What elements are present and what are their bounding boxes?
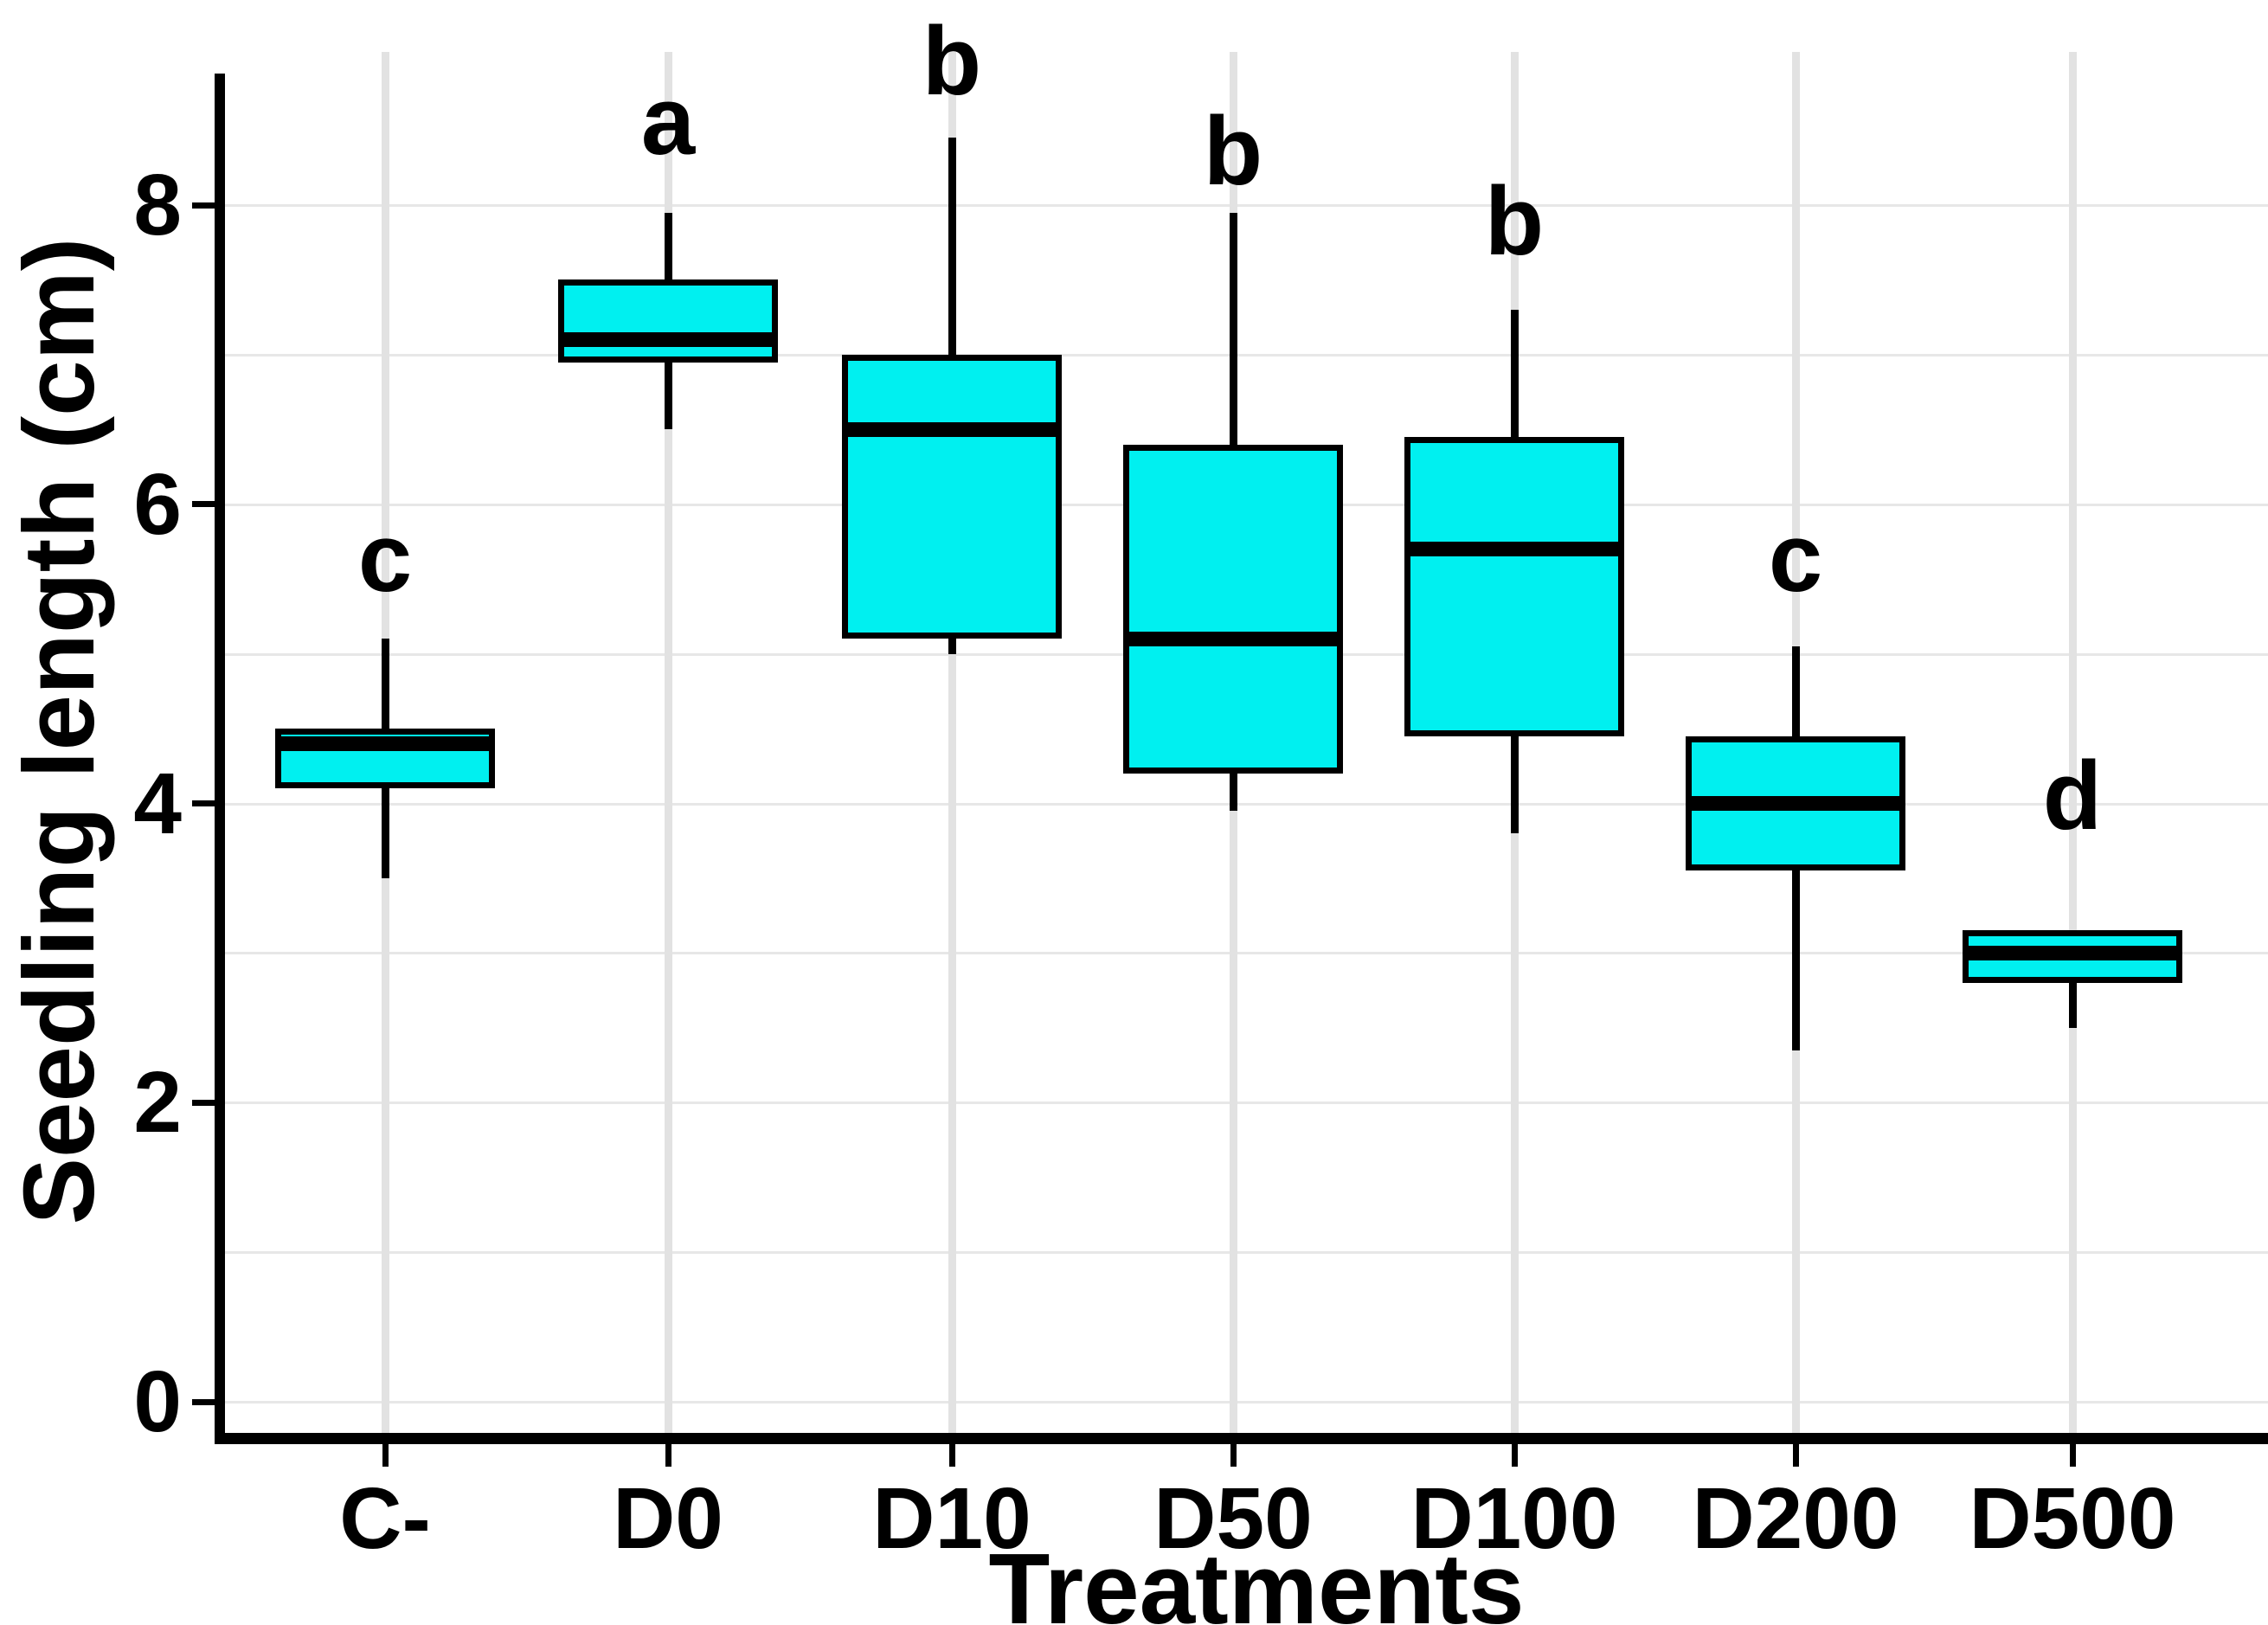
h-gridline — [215, 204, 2268, 207]
sig-letter: b — [1484, 167, 1545, 276]
box-whisker-upper — [1510, 310, 1519, 437]
sig-letter: c — [357, 503, 413, 612]
box-whisker-lower — [381, 788, 389, 878]
x-tick-label: D10 — [872, 1470, 1031, 1567]
box-rect — [558, 279, 778, 363]
x-axis-line — [215, 1433, 2268, 1444]
x-tick-label: D200 — [1692, 1470, 1899, 1567]
box-whisker-lower — [1510, 735, 1519, 834]
x-tick-label: D50 — [1153, 1470, 1313, 1567]
v-gridline — [2069, 52, 2077, 1433]
box-whisker-lower — [2068, 982, 2077, 1028]
y-tick-label: 0 — [133, 1353, 182, 1450]
box-whisker-upper — [1229, 212, 1237, 445]
y-tick — [192, 1398, 215, 1405]
x-tick — [1230, 1444, 1237, 1467]
y-tick — [192, 501, 215, 508]
box-whisker-upper — [948, 138, 956, 355]
y-tick — [192, 202, 215, 209]
h-gridline — [215, 1251, 2268, 1255]
h-gridline — [215, 802, 2268, 806]
box-median — [1686, 796, 1905, 811]
box-whisker-lower — [1229, 773, 1237, 812]
box-median — [558, 332, 778, 348]
sig-letter: b — [1203, 96, 1263, 205]
x-tick — [948, 1444, 955, 1467]
v-gridline — [665, 52, 672, 1433]
y-tick-label: 6 — [133, 455, 182, 553]
x-tick — [665, 1444, 671, 1467]
x-tick — [1792, 1444, 1799, 1467]
h-gridline — [215, 353, 2268, 356]
h-gridline — [215, 1401, 2268, 1403]
x-tick — [382, 1444, 389, 1467]
y-tick — [192, 800, 215, 806]
y-tick-label: 8 — [133, 157, 182, 254]
box-rect — [842, 354, 1062, 639]
box-rect — [1404, 436, 1624, 736]
box-whisker-upper — [664, 212, 672, 280]
y-tick — [192, 1099, 215, 1106]
h-gridline — [215, 1102, 2268, 1105]
box-median — [1404, 542, 1624, 557]
box-rect — [1123, 444, 1343, 774]
sig-letter: d — [2042, 741, 2103, 850]
box-median — [842, 421, 1062, 437]
x-tick-label: C- — [339, 1470, 431, 1567]
box-median — [1963, 945, 2182, 960]
box-whisker-lower — [948, 639, 956, 654]
box-median — [275, 735, 495, 751]
v-gridline — [948, 52, 956, 1433]
x-tick-label: D500 — [1969, 1470, 2176, 1567]
x-axis-title: Treatments — [988, 1532, 1525, 1625]
box-whisker-lower — [664, 362, 672, 430]
h-gridline — [215, 952, 2268, 955]
y-tick-label: 2 — [133, 1054, 182, 1152]
y-axis-title: Seedling length (cm) — [3, 237, 115, 1225]
box-whisker-upper — [1791, 646, 1800, 736]
y-tick-label: 4 — [133, 755, 182, 852]
sig-letter: b — [922, 7, 982, 116]
sig-letter: a — [640, 67, 696, 176]
x-tick — [2069, 1444, 2076, 1467]
box-whisker-lower — [1791, 870, 1800, 1050]
x-tick-label: D100 — [1410, 1470, 1618, 1567]
x-tick-label: D0 — [613, 1470, 723, 1567]
box-median — [1123, 631, 1343, 646]
box-whisker-upper — [381, 639, 389, 729]
sig-letter: c — [1768, 503, 1823, 612]
x-tick — [1511, 1444, 1518, 1467]
y-axis-line — [215, 74, 225, 1444]
